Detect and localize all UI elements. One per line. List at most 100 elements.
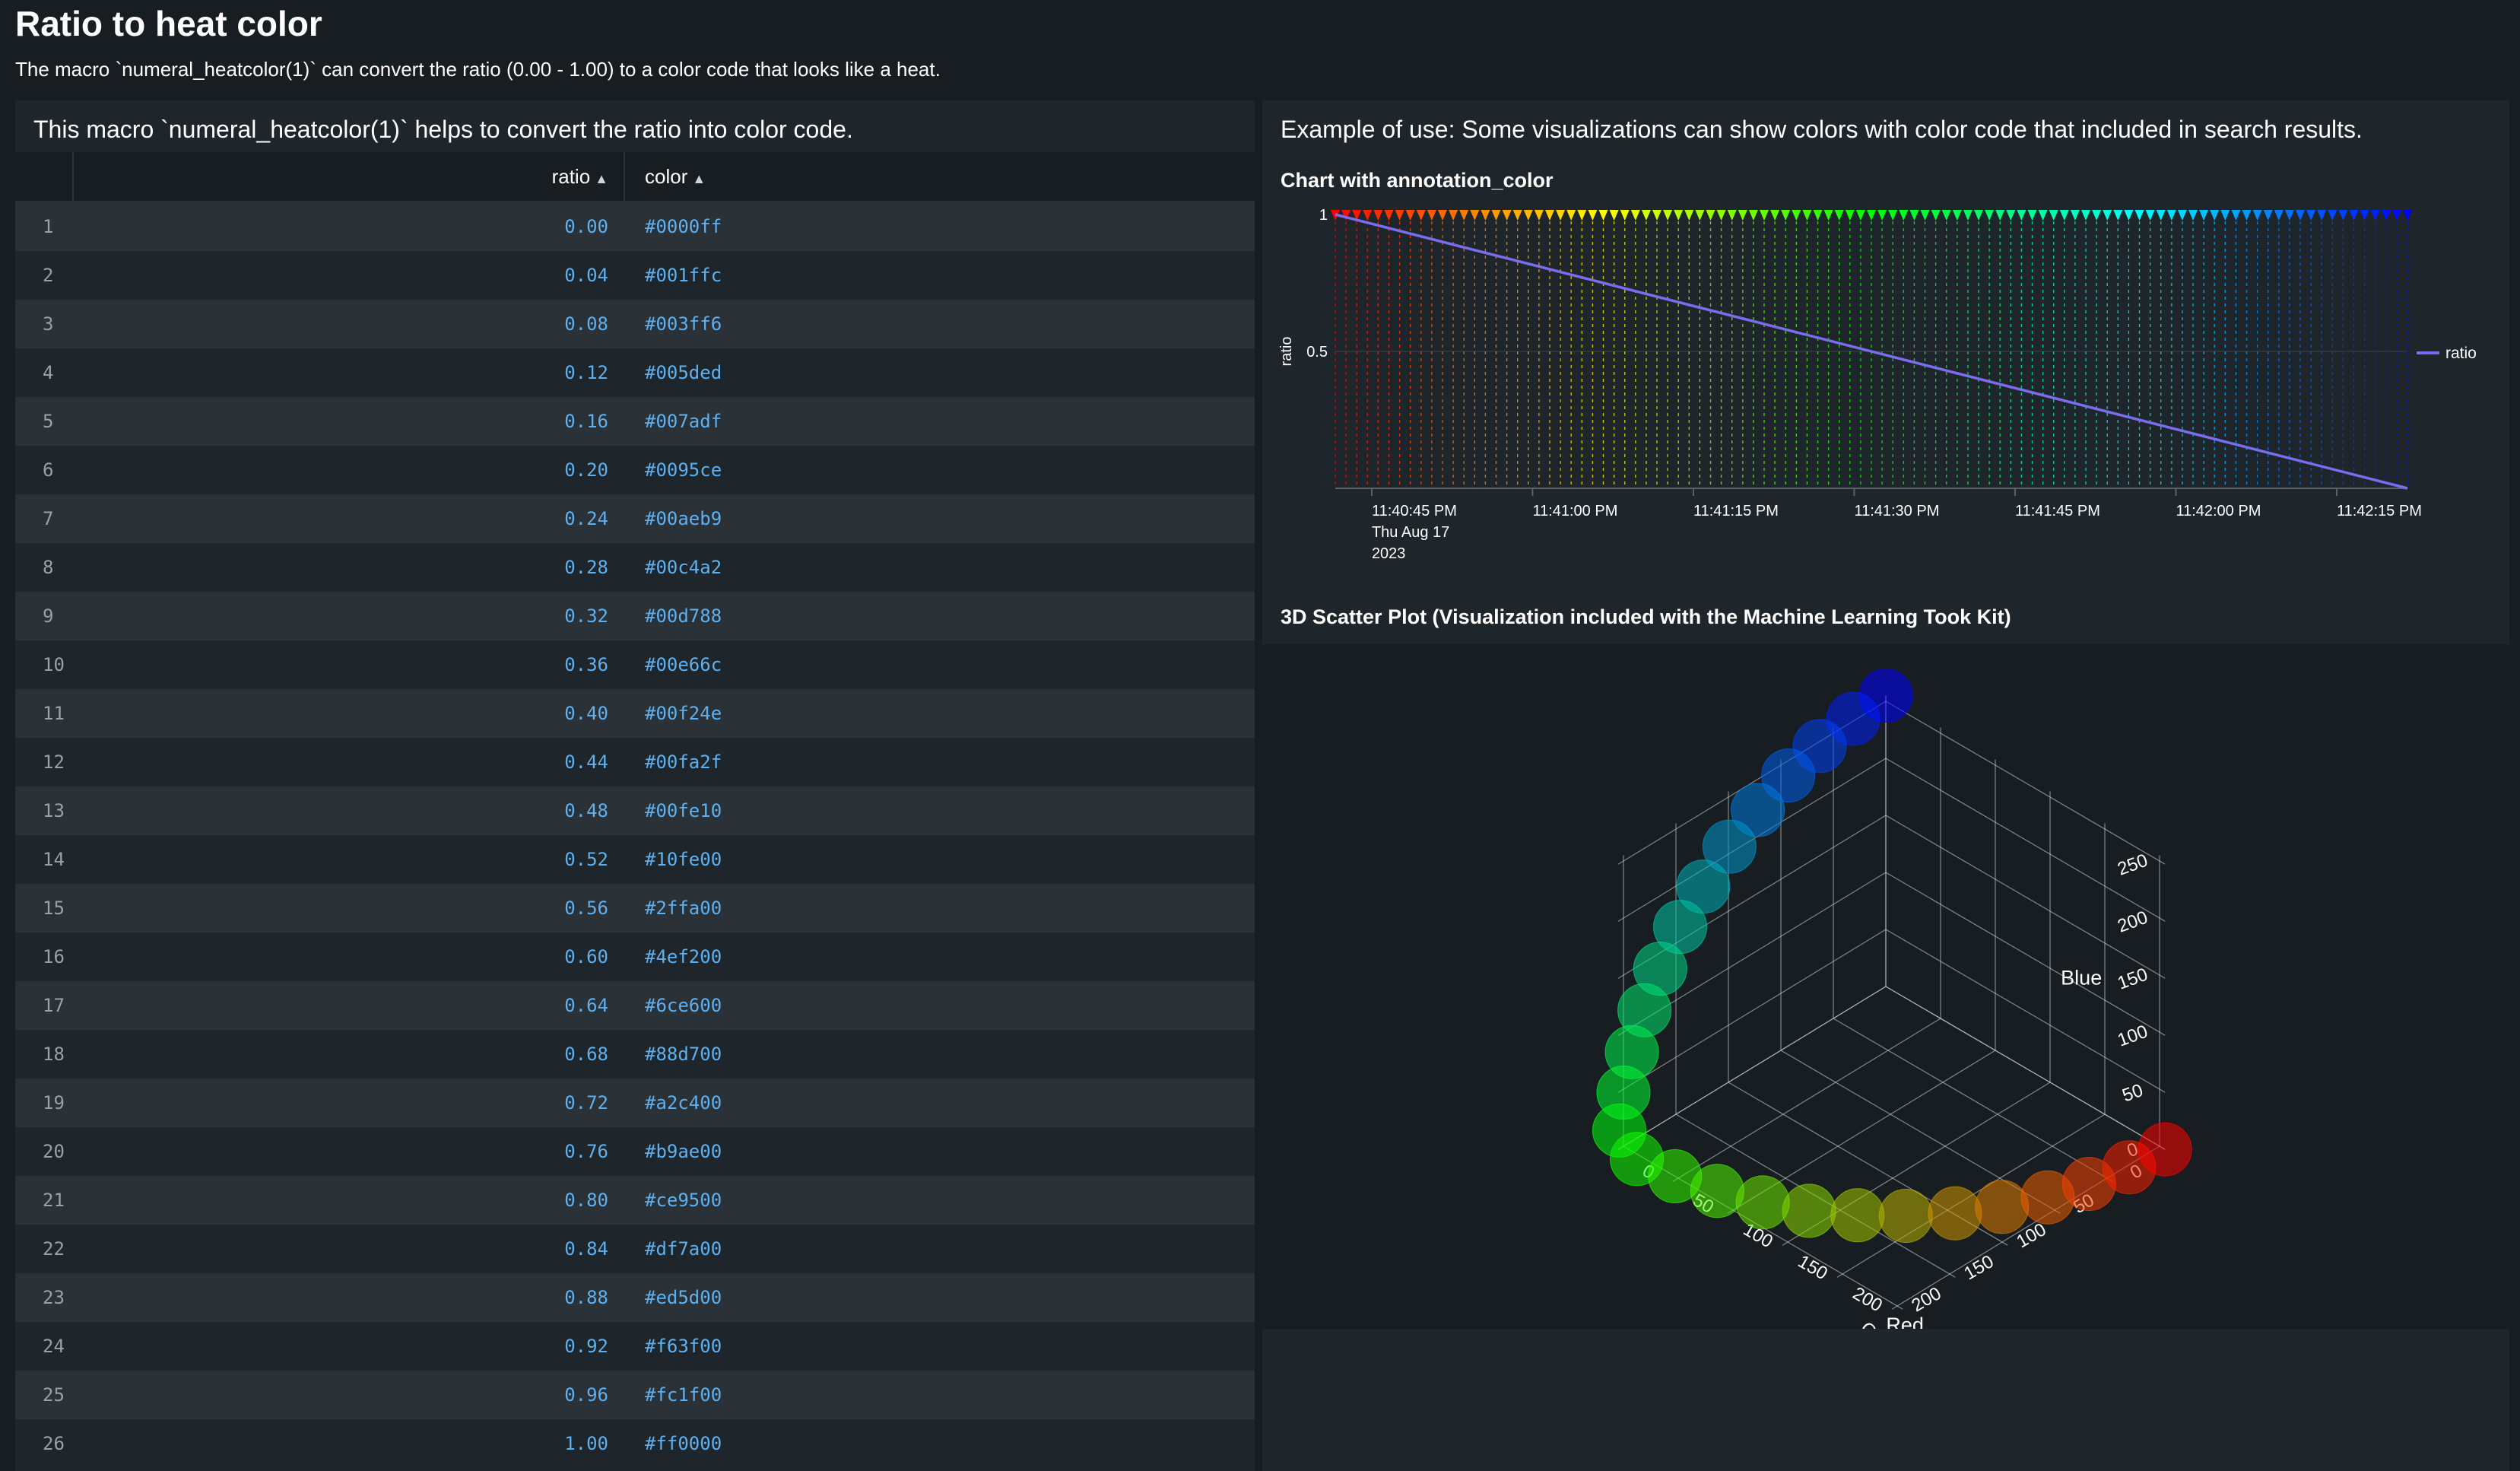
annotation-marker[interactable] [2381,210,2391,221]
annotation-marker[interactable] [1823,210,1833,221]
scatter-point[interactable] [1735,1175,1790,1230]
annotation-marker[interactable] [1802,210,1812,221]
color-cell[interactable]: #6ce600 [645,995,722,1016]
annotation-marker[interactable] [2188,210,2198,221]
ratio-cell[interactable]: 0.76 [564,1141,608,1162]
annotation-marker[interactable] [2391,210,2401,221]
color-cell[interactable]: #007adf [645,411,722,432]
ratio-cell[interactable]: 0.28 [564,557,608,578]
annotation-marker[interactable] [1899,210,1909,221]
annotation-marker[interactable] [1556,210,1566,221]
annotation-marker[interactable] [1534,210,1544,221]
annotation-marker[interactable] [2274,210,2284,221]
annotation-marker[interactable] [1781,210,1791,221]
ratio-cell[interactable]: 0.92 [564,1336,608,1357]
color-cell[interactable]: #00c4a2 [645,557,722,578]
annotation-marker[interactable] [1855,210,1865,221]
annotation-marker[interactable] [2242,210,2252,221]
annotation-marker[interactable] [1438,210,1447,221]
annotation-marker[interactable] [1352,210,1362,221]
annotation-marker[interactable] [2252,210,2262,221]
color-cell[interactable]: #ed5d00 [645,1287,722,1308]
color-cell[interactable]: #4ef200 [645,946,722,967]
annotation-marker[interactable] [1641,210,1651,221]
annotation-marker[interactable] [2231,210,2241,221]
annotation-marker[interactable] [1995,210,2005,221]
table-row[interactable]: 14 0.52 #10fe00 [15,835,1255,884]
annotation-marker[interactable] [1920,210,1930,221]
ratio-cell[interactable]: 0.84 [564,1238,608,1260]
ratio-cell[interactable]: 0.32 [564,605,608,627]
scatter-point[interactable] [1702,819,1757,874]
annotation-marker[interactable] [1663,210,1673,221]
table-row[interactable]: 22 0.84 #df7a00 [15,1225,1255,1273]
legend-label[interactable]: ratio [2445,345,2477,362]
annotation-marker[interactable] [1481,210,1490,221]
scatter-point[interactable] [1975,1180,2030,1234]
annotation-marker[interactable] [2370,210,2380,221]
color-cell[interactable]: #b9ae00 [645,1141,722,1162]
scatter-point[interactable] [1878,1189,1933,1244]
table-row[interactable]: 18 0.68 #88d700 [15,1030,1255,1079]
annotation-marker[interactable] [2284,210,2294,221]
annotation-marker[interactable] [1598,210,1608,221]
color-cell[interactable]: #001ffc [645,265,722,286]
table-row[interactable]: 26 1.00 #ff0000 [15,1419,1255,1468]
color-cell[interactable]: #0095ce [645,459,722,481]
annotation-marker[interactable] [2306,210,2316,221]
table-row[interactable]: 11 0.40 #00f24e [15,689,1255,738]
annotation-marker[interactable] [2156,210,2166,221]
table-row[interactable]: 15 0.56 #2ffa00 [15,884,1255,932]
annotation-marker[interactable] [2199,210,2209,221]
annotation-marker[interactable] [1566,210,1576,221]
color-cell[interactable]: #ce9500 [645,1190,722,1211]
annotation-marker[interactable] [2113,210,2123,221]
table-row[interactable]: 17 0.64 #6ce600 [15,981,1255,1030]
color-cell[interactable]: #a2c400 [645,1092,722,1114]
annotation-marker[interactable] [1748,210,1758,221]
annotation-marker[interactable] [1974,210,1983,221]
annotation-marker[interactable] [1674,210,1684,221]
annotation-marker[interactable] [1341,210,1351,221]
annotation-marker[interactable] [1523,210,1533,221]
annotation-marker[interactable] [1963,210,1973,221]
ratio-cell[interactable]: 0.88 [564,1287,608,1308]
annotation-marker[interactable] [1834,210,1844,221]
table-row[interactable]: 20 0.76 #b9ae00 [15,1127,1255,1176]
annotation-marker[interactable] [2124,210,2134,221]
annotation-marker[interactable] [1609,210,1619,221]
color-cell[interactable]: #00d788 [645,605,722,627]
annotation-marker[interactable] [1695,210,1705,221]
annotation-marker[interactable] [2134,210,2144,221]
color-cell[interactable]: #00e66c [645,654,722,675]
table-row[interactable]: 10 0.36 #00e66c [15,640,1255,689]
table-row[interactable]: 4 0.12 #005ded [15,348,1255,397]
annotation-marker[interactable] [1845,210,1855,221]
ratio-cell[interactable]: 0.48 [564,800,608,821]
scatter-point[interactable] [1731,783,1785,837]
table-row[interactable]: 9 0.32 #00d788 [15,592,1255,640]
color-cell[interactable]: #fc1f00 [645,1384,722,1406]
color-cell[interactable]: #df7a00 [645,1238,722,1260]
color-cell[interactable]: #00fe10 [645,800,722,821]
annotation-marker[interactable] [2338,210,2348,221]
annotation-marker[interactable] [2006,210,2016,221]
table-row[interactable]: 23 0.88 #ed5d00 [15,1273,1255,1322]
annotation-marker[interactable] [1652,210,1661,221]
annotation-marker[interactable] [1384,210,1394,221]
table-row[interactable]: 7 0.24 #00aeb9 [15,494,1255,543]
color-cell[interactable]: #00aeb9 [645,508,722,529]
ratio-cell[interactable]: 0.56 [564,898,608,919]
annotation-marker[interactable] [1427,210,1436,221]
annotation-marker[interactable] [1770,210,1780,221]
series-line-ratio[interactable] [1335,213,2408,490]
annotation-marker[interactable] [1867,210,1876,221]
table-row[interactable]: 1 0.00 #0000ff [15,202,1255,251]
ratio-cell[interactable]: 0.00 [564,216,608,237]
annotation-marker[interactable] [2349,210,2359,221]
column-header-ratio[interactable]: ratio ▲︎ [552,152,608,201]
annotation-marker[interactable] [1813,210,1823,221]
annotation-marker[interactable] [1630,210,1640,221]
ratio-cell[interactable]: 0.16 [564,411,608,432]
ratio-cell[interactable]: 0.72 [564,1092,608,1114]
